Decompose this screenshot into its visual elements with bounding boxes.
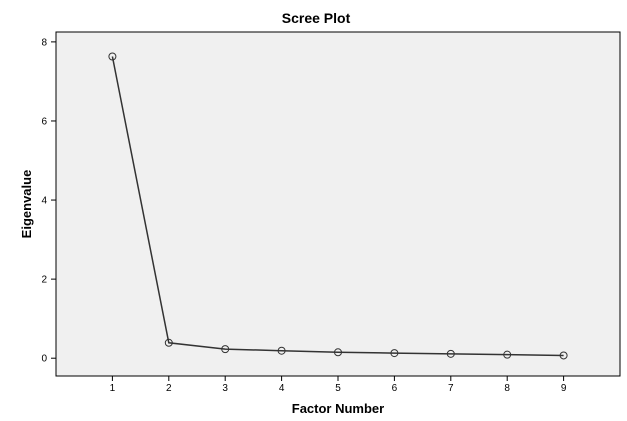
y-axis: 0 2 4 6 8 <box>41 37 56 365</box>
x-tick-label: 7 <box>448 383 454 394</box>
x-tick-label: 9 <box>561 383 567 394</box>
x-tick-label: 6 <box>392 383 398 394</box>
eigenvalue-line <box>111 56 564 357</box>
plot-area <box>55 31 621 377</box>
x-axis-label: Factor Number <box>292 401 384 416</box>
chart-title: Scree Plot <box>282 10 351 26</box>
data-point-8 <box>503 350 512 359</box>
y-tick-label: 2 <box>41 275 47 286</box>
x-axis: 1 2 3 4 5 6 7 8 9 <box>110 376 567 394</box>
y-tick-label: 0 <box>41 354 47 365</box>
x-tick-label: 2 <box>166 383 172 394</box>
data-point-4 <box>277 346 286 355</box>
data-point-6 <box>390 349 399 358</box>
data-point-1 <box>108 52 117 61</box>
y-tick-label: 8 <box>41 37 47 48</box>
x-tick-label: 8 <box>504 383 510 394</box>
data-point-3 <box>221 345 230 354</box>
x-tick-label: 3 <box>222 383 228 394</box>
data-point-7 <box>446 349 455 358</box>
data-point-9 <box>559 351 568 360</box>
y-tick-label: 4 <box>41 196 47 207</box>
x-tick-label: 5 <box>335 383 341 394</box>
data-points <box>108 52 568 360</box>
x-tick-label: 1 <box>110 383 116 394</box>
data-point-2 <box>164 338 173 347</box>
data-point-5 <box>334 348 342 357</box>
y-tick-label: 6 <box>41 116 47 127</box>
y-axis-label: Eigenvalue <box>19 170 34 239</box>
x-tick-label: 4 <box>279 383 285 394</box>
